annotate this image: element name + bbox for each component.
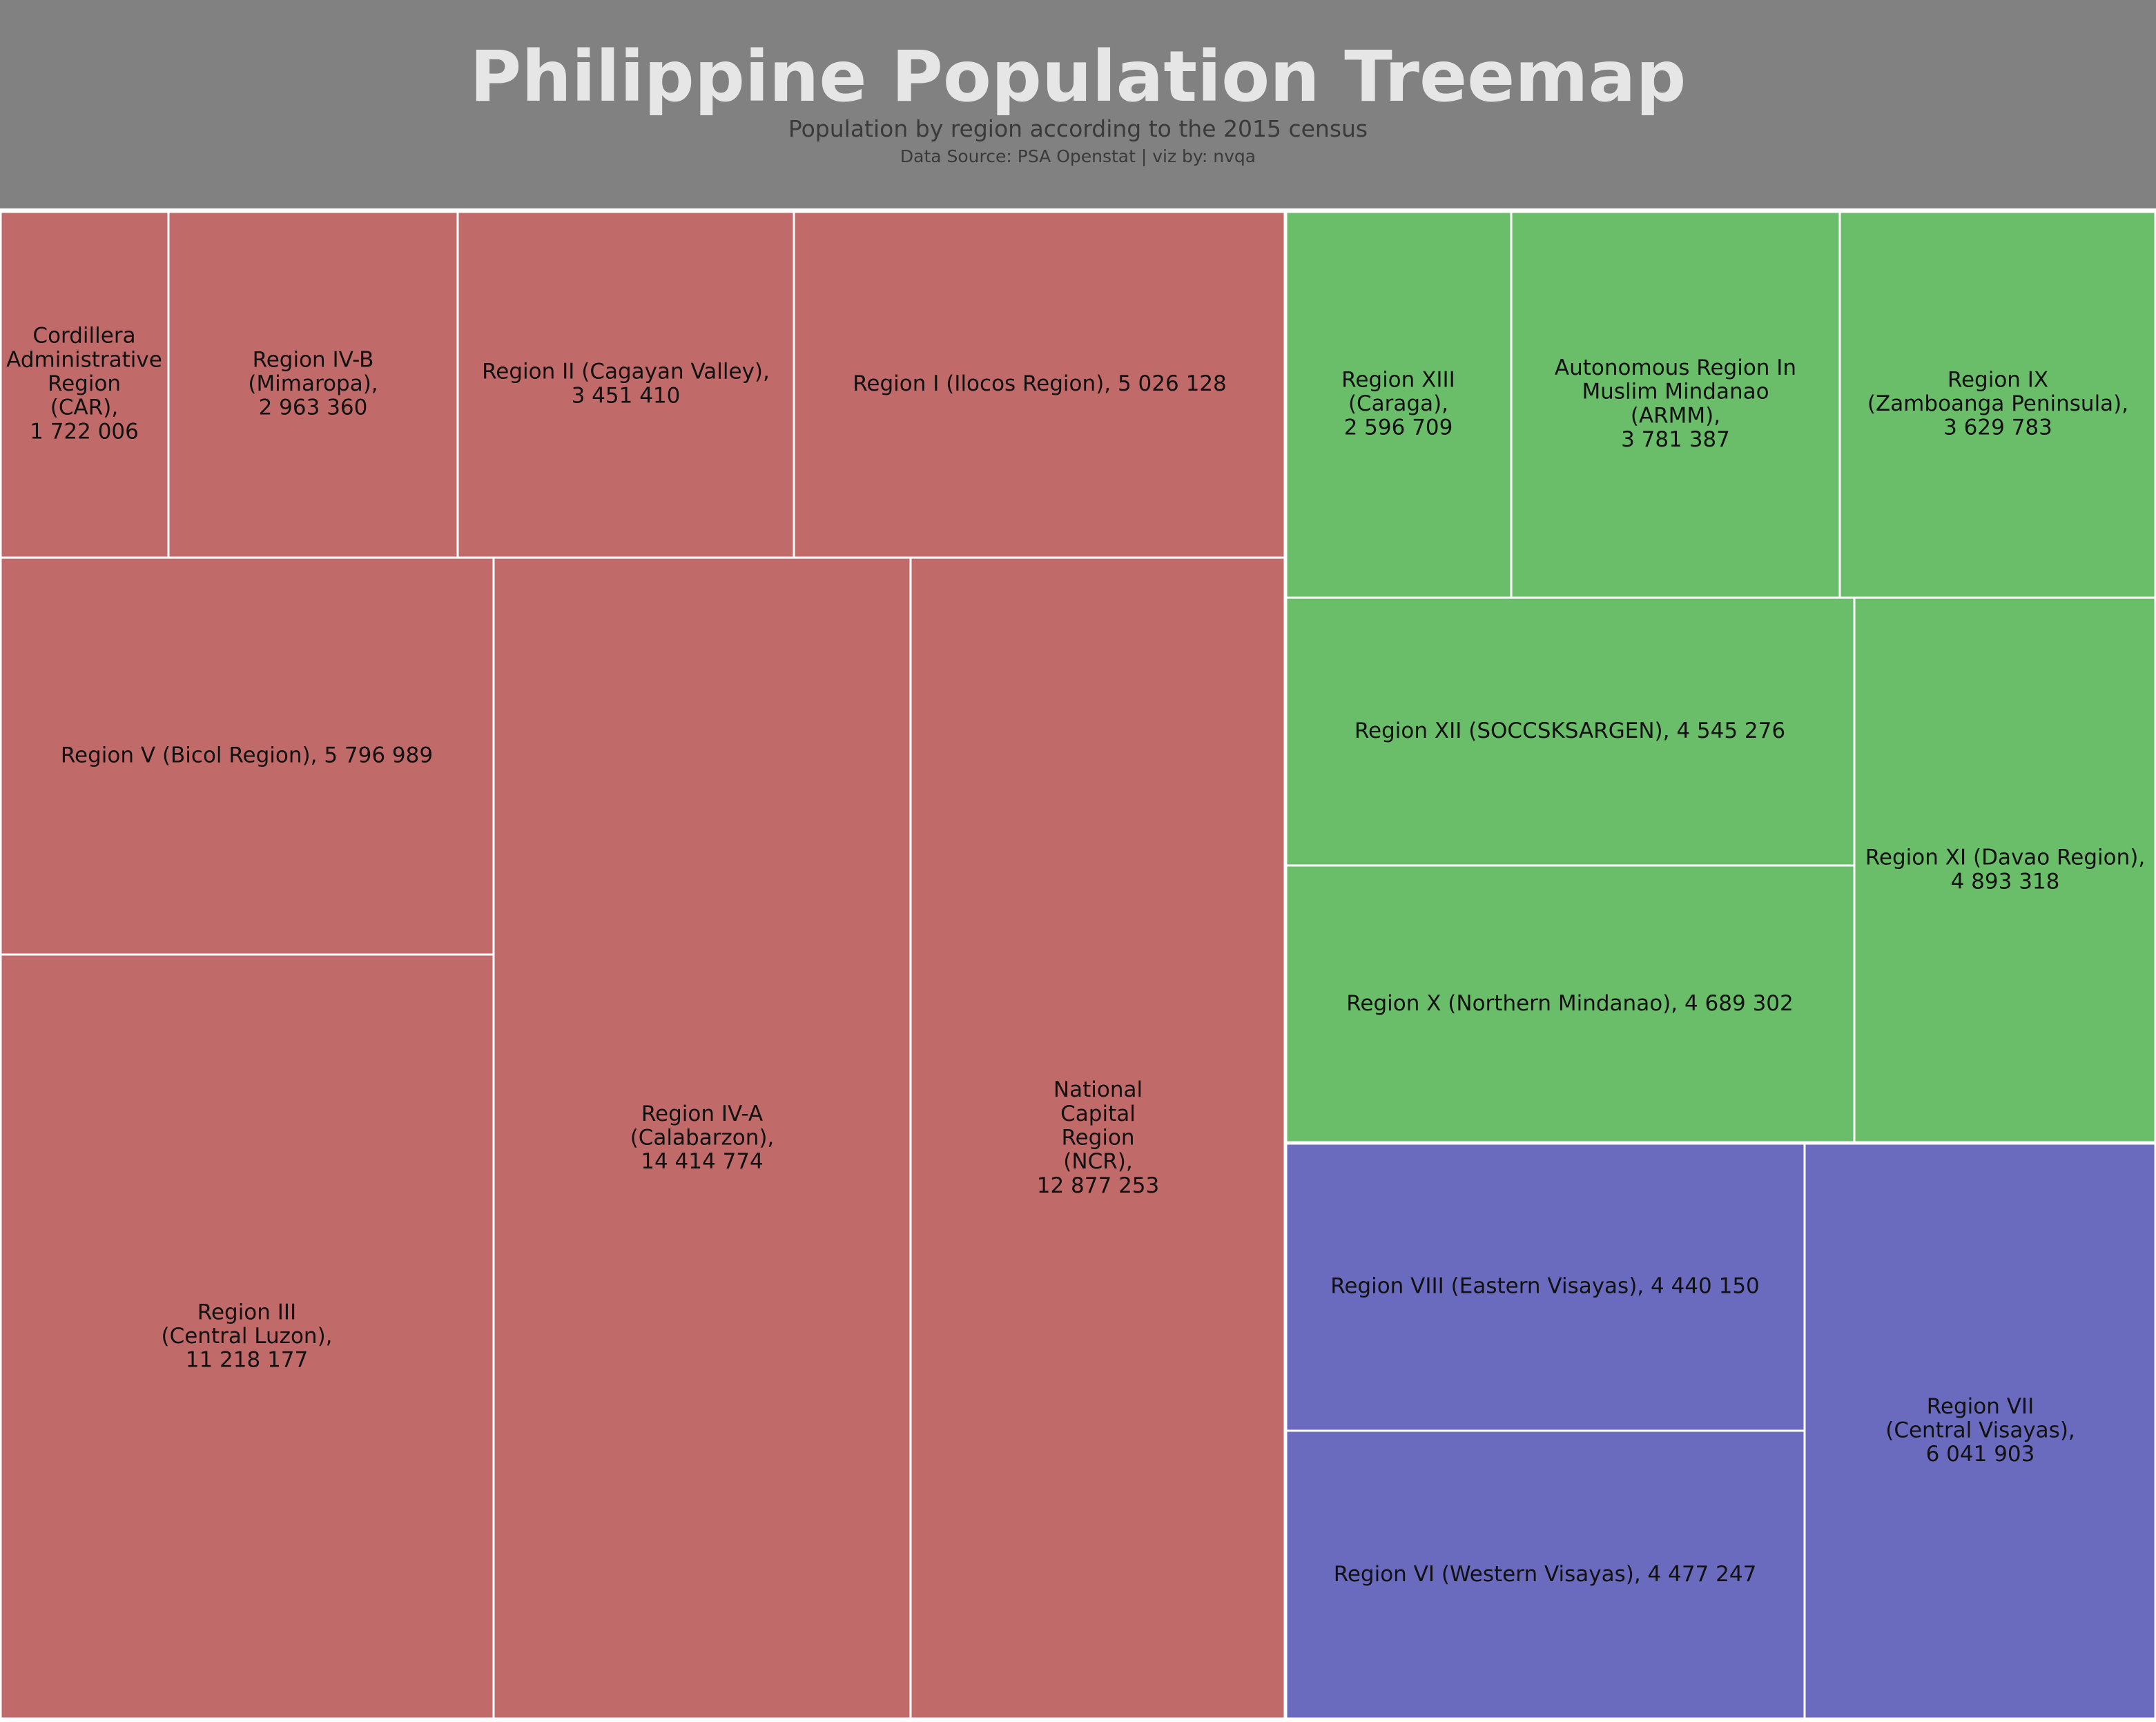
chart-subtitle: Population by region according to the 20… <box>788 115 1368 142</box>
treemap-label-region-vi-western-visayas: Region VI (Western Visayas), 4 477 247 <box>1334 1562 1757 1587</box>
treemap-tile-region-xi-davao-region <box>1853 596 2156 1144</box>
treemap-label-region-v-bicol-region: Region V (Bicol Region), 5 796 989 <box>61 743 433 767</box>
treemap-label-region-ii-cagayan-valley: Region II (Cagayan Valley), 3 451 410 <box>482 359 770 408</box>
treemap-label-region-iii-central-luzon: Region III (Central Luzon), 11 218 177 <box>161 1300 332 1372</box>
chart-header: Philippine Population Treemap Population… <box>0 0 2156 208</box>
treemap-label-region-iv-b-mimaropa: Region IV-B (Mimaropa), 2 963 360 <box>248 347 378 420</box>
treemap-label-cordillera-administrative-region-car: Cordillera Administrative Region (CAR), 1 72… <box>6 323 162 444</box>
treemap-label-region-vii-central-visayas: Region VII (Central Visayas), 6 041 903 <box>1885 1393 2075 1466</box>
treemap-tile-region-xiii-caraga <box>1284 210 1513 599</box>
data-source-caption: Data Source: PSA Openstat | viz by: nvqa <box>900 146 1256 166</box>
treemap-label-region-iv-a-calabarzon: Region IV-A (Calabarzon), 14 414 774 <box>630 1101 775 1173</box>
treemap-area: Cordillera Administrative Region (CAR), 1 72… <box>0 209 2156 1721</box>
treemap-tile-region-iv-a-calabarzon <box>492 556 912 1721</box>
treemap-label-autonomous-region-in-muslim-mindanao-armm: Autonomous Region In Muslim Mindanao (ARMM… <box>1555 355 1796 451</box>
treemap-label-national-capital-region-ncr: National Capital Region (NCR), 12 877 253 <box>1037 1077 1160 1198</box>
treemap-tile-national-capital-region-ncr <box>909 556 1287 1721</box>
treemap-tile-autonomous-region-in-muslim-mindanao-armm <box>1510 210 1841 599</box>
treemap-tile-region-x-northern-mindanao <box>1284 864 1856 1144</box>
treemap-tile-region-viii-eastern-visayas <box>1284 1142 1806 1432</box>
treemap-tile-region-ii-cagayan-valley <box>456 210 795 559</box>
treemap-tile-region-iii-central-luzon <box>0 953 495 1721</box>
treemap-label-region-ix-zamboanga-peninsula: Region IX (Zamboanga Peninsula), 3 629 783 <box>1867 367 2128 440</box>
treemap-label-region-xiii-caraga: Region XIII (Caraga), 2 596 709 <box>1341 367 1455 440</box>
group-luzon: Cordillera Administrative Region (CAR), 1 72… <box>0 210 1287 1721</box>
group-mindanao: Region XIII (Caraga), 2 596 709 Autonomous … <box>1284 210 2156 1144</box>
chart-title: Philippine Population Treemap <box>469 36 1687 118</box>
treemap-tile-region-xii-soccsksargen <box>1284 596 1856 867</box>
treemap-label-region-xi-davao-region: Region XI (Davao Region), 4 893 318 <box>1865 845 2145 894</box>
treemap-label-region-x-northern-mindanao: Region X (Northern Mindanao), 4 689 302 <box>1346 991 1794 1016</box>
treemap-label-region-xii-soccsksargen: Region XII (SOCCSKSARGEN), 4 545 276 <box>1354 718 1785 743</box>
treemap-svg: Cordillera Administrative Region (CAR), 1 72… <box>0 209 2156 1721</box>
treemap-tile-cordillera-administrative-region-car <box>0 210 170 559</box>
group-visayas: Region VIII (Eastern Visayas), 4 440 150… <box>1284 1142 2156 1721</box>
treemap-tile-region-v-bicol-region <box>0 556 495 956</box>
treemap-label-region-viii-eastern-visayas: Region VIII (Eastern Visayas), 4 440 150 <box>1330 1273 1760 1298</box>
treemap-label-region-i-ilocos-region: Region I (Ilocos Region), 5 026 128 <box>853 371 1227 396</box>
